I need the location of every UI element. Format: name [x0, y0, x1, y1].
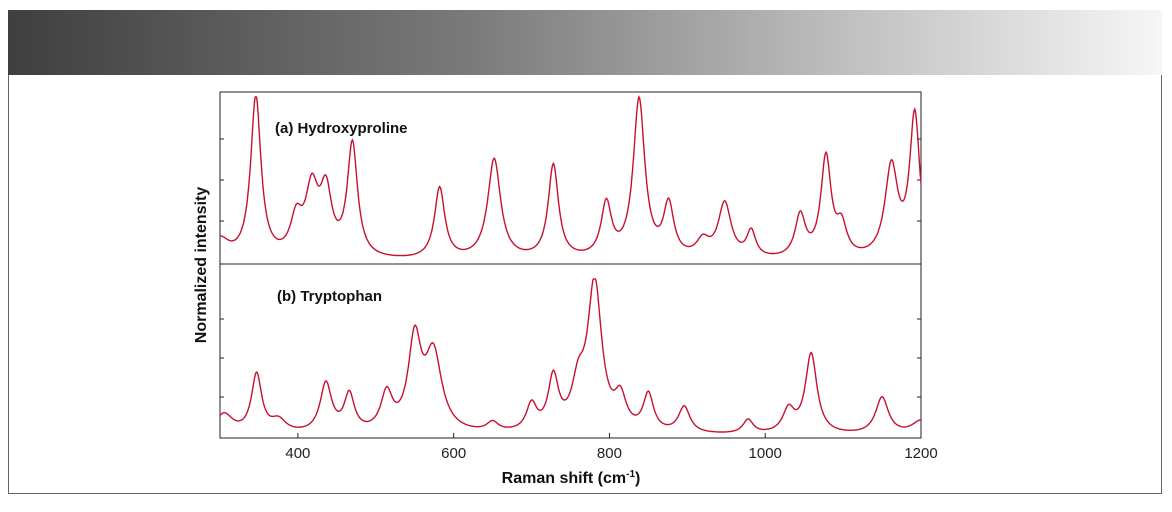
- x-tick-label-1000: 1000: [749, 445, 782, 462]
- x-tick-label-600: 600: [441, 445, 466, 462]
- x-tick-label-1200: 1200: [904, 445, 937, 462]
- plot-area-border: [219, 91, 922, 439]
- header-band: [8, 10, 1162, 75]
- series-line-hydroxyproline: [219, 95, 922, 257]
- panel-label-b: (b) Tryptophan: [277, 288, 382, 305]
- figure-frame: [8, 75, 1162, 494]
- x-axis-title: Raman shift (cm-1): [502, 469, 641, 487]
- x-tick-label-400: 400: [285, 445, 310, 462]
- tick-marks: [220, 138, 922, 438]
- y-axis-title: Normalized intensity: [193, 187, 210, 344]
- x-tick-labels: 400 600 800 1000 1200: [285, 445, 937, 462]
- series-line-tryptophan: [219, 278, 921, 433]
- x-tick-label-800: 800: [597, 445, 622, 462]
- panel-label-a: (a) Hydroxyproline: [275, 120, 408, 137]
